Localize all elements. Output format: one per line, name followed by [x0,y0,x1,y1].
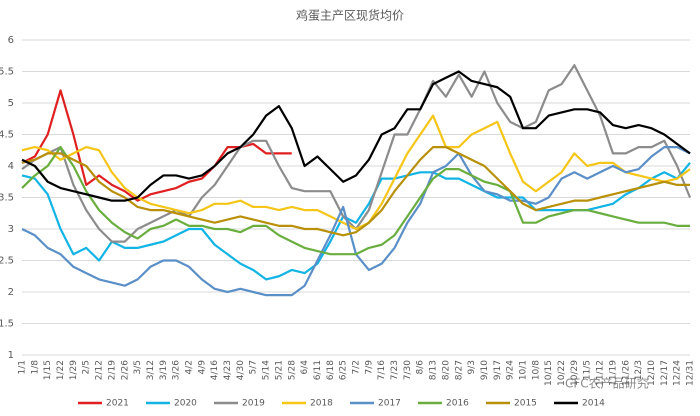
series-line [21,146,690,256]
y-tick-label: 1 [8,350,14,361]
y-tick-label: 3.5 [0,193,14,204]
x-tick-label: 6/18 [326,360,336,380]
x-tick-label: 1/8 [30,360,40,375]
x-tick-label: 9/3 [467,360,477,374]
x-tick-label: 8/6 [416,360,426,375]
legend-label: 2014 [582,399,605,409]
x-tick-label: 10/22 [557,360,567,386]
x-tick-label: 12/3 [634,360,644,380]
legend-label: 2020 [174,399,197,409]
x-tick-label: 7/23 [390,360,400,380]
x-tick-label: 1/29 [69,360,79,380]
x-tick-label: 4/9 [197,360,207,375]
legend-label: 2015 [514,399,537,409]
legend-label: 2019 [242,399,265,409]
watermark: CFC农产品研究 [565,376,649,391]
x-tick-label: 10/8 [531,360,541,380]
x-tick-label: 9/17 [493,360,503,380]
x-tick-label: 8/20 [441,360,451,380]
x-tick-label: 7/2 [352,360,362,374]
y-tick-label: 4.5 [0,130,14,141]
x-tick-label: 8/27 [454,360,464,380]
x-tick-label: 9/24 [506,360,516,380]
x-tick-label: 10/15 [544,360,554,386]
x-tick-label: 4/30 [236,360,246,380]
x-tick-label: 8/13 [429,360,439,380]
x-tick-label: 2/5 [82,360,92,374]
x-tick-label: 12/10 [647,360,657,386]
x-tick-label: 3/12 [146,360,156,380]
x-tick-label: 10/29 [570,360,580,386]
x-tick-label: 11/19 [608,360,618,386]
y-tick-label: 6 [8,35,14,46]
chart-title: 鸡蛋主产区现货均价 [296,8,404,23]
series-line [21,146,690,237]
x-tick-label: 11/5 [583,360,593,380]
x-tick-label: 12/17 [660,360,670,386]
y-tick-label: 2.5 [0,256,14,267]
x-tick-label: 5/7 [249,360,259,374]
series-line [21,89,292,202]
legend-label: 2016 [446,399,469,409]
y-tick-label: 5.5 [0,67,14,78]
y-tick-label: 4 [8,161,14,172]
x-tick-label: 4/23 [223,360,233,380]
x-tick-label: 1/15 [43,360,53,380]
x-tick-label: 4/16 [210,360,220,380]
x-tick-label: 7/9 [364,360,374,375]
x-tick-label: 1/1 [18,360,28,374]
x-tick-label: 12/31 [686,360,696,386]
series-line [21,162,691,281]
x-tick-label: 7/30 [403,360,413,380]
x-tick-label: 6/25 [339,360,349,380]
x-tick-label: 3/19 [159,360,169,380]
series-line [21,70,691,202]
x-tick-label: 11/12 [596,360,606,386]
x-tick-label: 7/16 [377,360,387,380]
x-tick-label: 11/26 [621,360,631,386]
x-tick-label: 6/11 [313,360,323,380]
series-line [21,114,691,231]
series-line [21,64,692,243]
x-tick-label: 12/24 [673,360,683,386]
y-tick-label: 5 [8,98,14,109]
legend-label: 2018 [310,399,333,409]
y-tick-label: 1.5 [0,319,14,330]
x-tick-label: 1/22 [56,360,66,380]
y-tick-label: 2 [8,287,14,298]
x-tick-label: 3/5 [133,360,143,374]
x-tick-label: 3/26 [172,360,182,380]
x-tick-label: 4/2 [185,360,195,374]
x-tick-label: 5/28 [287,360,297,380]
x-tick-label: 9/10 [480,360,490,380]
x-tick-label: 2/26 [120,360,130,380]
x-tick-label: 6/4 [300,360,310,375]
legend-label: 2021 [106,399,129,409]
x-tick-label: 5/14 [262,360,272,380]
legend-label: 2017 [378,399,401,409]
y-tick-label: 3 [8,224,14,235]
x-tick-label: 10/1 [519,360,529,380]
x-tick-label: 2/19 [107,360,117,380]
x-tick-label: 2/12 [95,360,105,380]
x-tick-label: 5/21 [274,360,284,380]
